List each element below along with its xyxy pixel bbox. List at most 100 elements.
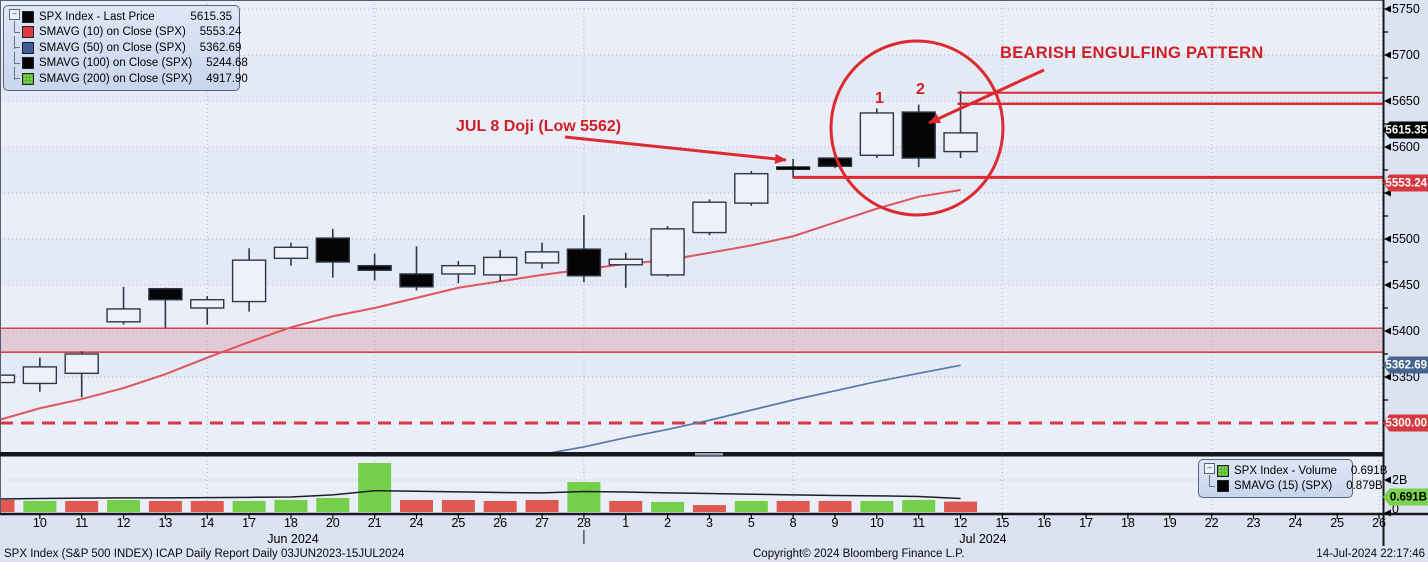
volume-legend-panel[interactable]: – SPX Index - Volume 0.691B SMAVG (15) (SPX… xyxy=(1198,459,1387,498)
axis-value-badge: 5362.69 xyxy=(1383,356,1428,374)
legend-tree-connector xyxy=(8,51,22,72)
month-label-jul: Jul 2024 xyxy=(959,532,1007,546)
engulfing-arrow xyxy=(928,68,1045,125)
price-legend-panel[interactable]: – SPX Index - Last Price 5615.35 SMAVG (10)… xyxy=(3,5,248,91)
x-axis-label: 26 xyxy=(1372,516,1386,530)
y-axis-label: 5600 xyxy=(1392,140,1420,154)
series-label: SPX Index - Last Price xyxy=(39,10,155,23)
pattern-circle xyxy=(829,39,1005,217)
legend-tree-connector: – xyxy=(1203,463,1217,479)
legend-tree-connector: – xyxy=(8,9,22,25)
y-axis-label: 5650 xyxy=(1392,94,1420,108)
x-axis-label: 2 xyxy=(664,516,672,530)
x-axis-label: 20 xyxy=(325,516,340,530)
series-color-swatch-black xyxy=(1217,480,1229,493)
series-label: SMAVG (15) (SPX) xyxy=(1234,480,1333,493)
x-axis-label: 24 xyxy=(409,516,424,530)
x-axis-label: 18 xyxy=(283,516,298,530)
sma50-line xyxy=(541,364,961,456)
volume-axis-label: 0 xyxy=(1392,502,1399,516)
divider-handle xyxy=(695,453,723,456)
x-axis-label: 10 xyxy=(869,516,884,530)
x-axis-label: 11 xyxy=(912,516,926,530)
x-axis-label: 12 xyxy=(116,516,131,530)
y-axis-label: 5450 xyxy=(1392,278,1420,292)
series-color-swatch-green xyxy=(22,72,34,85)
price-legend-row[interactable]: SMAVG (200) on Close (SPX) 4917.90 xyxy=(8,67,248,87)
x-axis-label: 17 xyxy=(242,516,257,530)
x-axis-label: 10 xyxy=(32,516,47,530)
series-color-swatch-red xyxy=(22,26,34,39)
x-axis-label: 26 xyxy=(493,516,508,530)
price-legend-row[interactable]: SMAVG (10) on Close (SPX) 5553.24 xyxy=(8,20,241,41)
series-value: 5244.68 xyxy=(206,57,248,70)
axis-value-badge: 0.691B xyxy=(1383,488,1428,506)
series-value: 5362.69 xyxy=(199,41,242,54)
x-axis-label: 14 xyxy=(200,516,215,530)
volume-legend-row[interactable]: SMAVG (15) (SPX) 0.879B xyxy=(1203,474,1383,495)
volume-axis-label: 2B xyxy=(1392,473,1408,487)
series-color-swatch-green xyxy=(1217,464,1229,477)
x-axis-label: 18 xyxy=(1120,516,1135,530)
month-label-jun: Jun 2024 xyxy=(267,532,319,546)
x-axis-label: 24 xyxy=(1288,516,1303,530)
series-color-swatch-black xyxy=(22,10,34,23)
y-axis-label: 5400 xyxy=(1392,324,1420,338)
x-axis-label: 25 xyxy=(451,516,466,530)
x-axis-label: 16 xyxy=(1037,516,1052,530)
axis-value-badge: 5615.35 xyxy=(1383,121,1428,139)
y-axis-label: 5700 xyxy=(1392,48,1420,62)
x-axis-label: 22 xyxy=(1204,516,1219,530)
legend-tree-connector xyxy=(8,20,22,41)
y-axis-label: 5500 xyxy=(1392,232,1420,246)
x-axis-label: 5 xyxy=(747,516,755,530)
series-label: SMAVG (100) on Close (SPX) xyxy=(39,57,193,70)
legend-tree-connector xyxy=(8,67,22,87)
axis-value-badge: 5553.24 xyxy=(1383,174,1428,192)
x-axis-label: 15 xyxy=(995,516,1010,530)
series-label: SMAVG (200) on Close (SPX) xyxy=(39,72,193,85)
volume-sma15-line xyxy=(0,489,961,500)
y-axis-label: 5750 xyxy=(1392,2,1420,16)
x-axis-label: 27 xyxy=(535,516,549,530)
series-value: 0.879B xyxy=(1346,480,1383,493)
series-value: 0.691B xyxy=(1350,464,1388,477)
x-axis-label: 21 xyxy=(367,516,382,530)
x-axis-label: 11 xyxy=(75,516,89,530)
price-legend-row[interactable]: SMAVG (100) on Close (SPX) 5244.68 xyxy=(8,51,248,72)
x-axis-label: 8 xyxy=(789,516,797,530)
x-axis-label: 9 xyxy=(831,516,839,530)
series-color-swatch-blue xyxy=(22,41,34,54)
price-legend-row[interactable]: – SPX Index - Last Price 5615.35 xyxy=(8,9,232,25)
doji-annotation-label: JUL 8 Doji (Low 5562) xyxy=(456,118,622,135)
x-axis-label: 13 xyxy=(158,516,173,530)
candle-marker-1: 1 xyxy=(875,90,884,107)
x-axis-label: 3 xyxy=(705,516,713,530)
panel-divider xyxy=(0,452,1383,457)
x-axis-label: 1 xyxy=(622,516,630,530)
x-axis-label: 25 xyxy=(1330,516,1345,530)
volume-legend-row[interactable]: – SPX Index - Volume 0.691B xyxy=(1203,463,1387,479)
legend-tree-connector xyxy=(8,36,22,56)
series-value: 5553.24 xyxy=(199,26,242,39)
x-axis-label: 23 xyxy=(1246,516,1261,530)
legend-collapse-icon[interactable]: – xyxy=(1204,463,1215,474)
candle-marker-2: 2 xyxy=(916,81,925,98)
x-axis-label: 12 xyxy=(953,516,968,530)
timestamp-text: 14-Jul-2024 22:17:46 xyxy=(1316,548,1425,560)
doji-arrow xyxy=(564,135,787,164)
x-axis-label: 17 xyxy=(1079,516,1094,530)
bearish-engulfing-annotation-label: BEARISH ENGULFING PATTERN xyxy=(1000,44,1264,62)
axis-value-badge: 5300.00 xyxy=(1383,414,1428,432)
sma10-line xyxy=(0,189,961,421)
copyright-text: Copyright© 2024 Bloomberg Finance L.P. xyxy=(753,548,965,560)
price-legend-row[interactable]: SMAVG (50) on Close (SPX) 5362.69 xyxy=(8,36,241,56)
x-axis-label: 19 xyxy=(1162,516,1177,530)
legend-collapse-icon[interactable]: – xyxy=(9,9,20,20)
series-value: 5615.35 xyxy=(190,10,232,23)
candles xyxy=(0,90,978,398)
highlight-band xyxy=(0,328,1383,353)
series-label: SMAVG (50) on Close (SPX) xyxy=(39,41,186,54)
